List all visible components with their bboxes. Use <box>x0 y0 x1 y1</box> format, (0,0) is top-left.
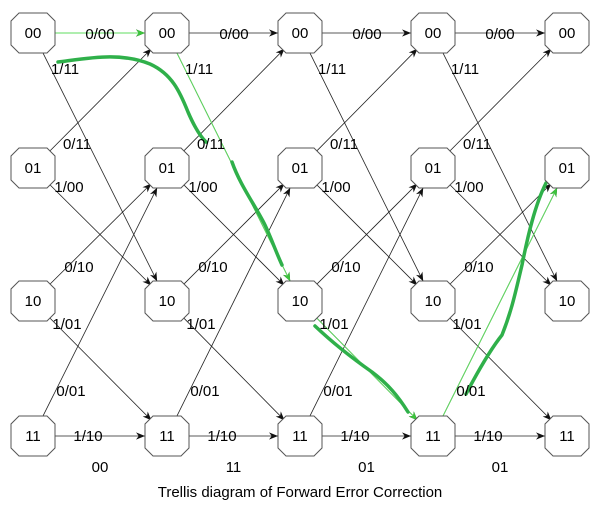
edge-label: 0/11 <box>330 136 358 153</box>
edge-label: 0/01 <box>456 383 485 400</box>
state-node <box>10 147 56 189</box>
state-node <box>544 415 590 457</box>
input-bits: 11 <box>226 459 242 476</box>
edge-label: 1/01 <box>52 316 81 333</box>
state-label: 01 <box>25 160 42 177</box>
state-node <box>544 12 590 54</box>
edge <box>42 187 158 417</box>
state-node <box>544 280 590 322</box>
edge-label: 1/11 <box>318 61 346 78</box>
edge-label: 1/01 <box>186 316 215 333</box>
input-bits: 01 <box>492 459 509 476</box>
edge-label: 0/00 <box>485 26 514 43</box>
state-label: 11 <box>292 428 308 445</box>
state-node <box>144 280 190 322</box>
edge-label: 0/01 <box>56 383 85 400</box>
state-node <box>410 12 456 54</box>
edge-label: 0/11 <box>197 136 225 153</box>
edge-label: 1/00 <box>321 179 350 196</box>
edge <box>315 183 418 286</box>
edge-label: 0/01 <box>190 383 219 400</box>
labels: 0/00 1/11 0/11 1/00 0/10 1/01 0/01 1/10 00 0/00 1/… <box>51 26 515 476</box>
edge-label: 1/10 <box>207 428 236 445</box>
state-label: 10 <box>559 293 576 310</box>
edge-label: 0/10 <box>64 259 93 276</box>
state-node <box>410 147 456 189</box>
edge-label: 1/11 <box>51 61 79 78</box>
state-node <box>144 147 190 189</box>
state-node <box>277 147 323 189</box>
edge-label: 0/11 <box>463 136 491 153</box>
edge <box>309 52 424 282</box>
state-label: 10 <box>292 293 309 310</box>
state-node <box>144 415 190 457</box>
edge <box>176 187 291 417</box>
hand-drawn-path <box>56 55 548 414</box>
state-node <box>410 280 456 322</box>
state-label: 00 <box>559 25 576 42</box>
state-label: 00 <box>159 25 176 42</box>
edge-label: 1/01 <box>319 316 348 333</box>
edge-label: 1/01 <box>452 316 481 333</box>
edge <box>448 48 552 153</box>
state-node <box>277 12 323 54</box>
state-node <box>277 280 323 322</box>
state-label: 11 <box>559 428 575 445</box>
edge-label: 1/11 <box>185 61 213 78</box>
state-label: 11 <box>425 428 441 445</box>
state-node <box>10 415 56 457</box>
state-node <box>10 280 56 322</box>
edge <box>48 316 152 421</box>
state-node <box>544 147 590 189</box>
edge-label: 0/01 <box>323 383 352 400</box>
edge-label: 0/10 <box>198 259 227 276</box>
edge-label: 0/11 <box>63 136 91 153</box>
state-label: 10 <box>159 293 176 310</box>
state-label: 00 <box>292 25 309 42</box>
edge <box>448 316 552 421</box>
edge-label: 1/00 <box>188 179 217 196</box>
state-label: 00 <box>25 25 42 42</box>
edge <box>315 48 418 153</box>
edge-label: 1/00 <box>454 179 483 196</box>
input-bits: 00 <box>92 459 109 476</box>
nodes: 00 01 10 11 00 01 10 11 00 01 10 11 00 01 10 11 00 01 10 11 <box>10 12 590 457</box>
edge-label: 1/10 <box>473 428 502 445</box>
state-label: 01 <box>292 160 309 177</box>
edge-label: 1/00 <box>54 179 83 196</box>
edge <box>182 316 285 421</box>
state-node <box>410 415 456 457</box>
state-label: 10 <box>25 293 42 310</box>
edges <box>42 29 558 440</box>
edge <box>448 183 552 286</box>
caption: Trellis diagram of Forward Error Correct… <box>158 484 443 501</box>
state-label: 01 <box>559 160 576 177</box>
edge-label: 0/00 <box>219 26 248 43</box>
state-label: 01 <box>425 160 442 177</box>
edge-label: 0/10 <box>464 259 493 276</box>
edge-label: 0/00 <box>352 26 381 43</box>
edge <box>309 187 424 417</box>
edge <box>442 52 558 282</box>
state-label: 10 <box>425 293 442 310</box>
state-label: 11 <box>159 428 175 445</box>
state-label: 00 <box>425 25 442 42</box>
state-node <box>10 12 56 54</box>
state-node <box>277 415 323 457</box>
input-bits: 01 <box>358 459 375 476</box>
state-node <box>144 12 190 54</box>
edge <box>48 48 152 153</box>
state-label: 01 <box>159 160 176 177</box>
edge-label: 1/11 <box>451 61 479 78</box>
edge <box>48 183 152 286</box>
edge-label: 0/00 <box>85 26 114 43</box>
edge <box>182 183 285 286</box>
edge <box>42 52 158 282</box>
edge-label: 1/10 <box>73 428 102 445</box>
highlight-edge <box>442 187 558 417</box>
state-label: 11 <box>25 428 41 445</box>
edge-label: 1/10 <box>340 428 369 445</box>
edge-label: 0/10 <box>331 259 360 276</box>
